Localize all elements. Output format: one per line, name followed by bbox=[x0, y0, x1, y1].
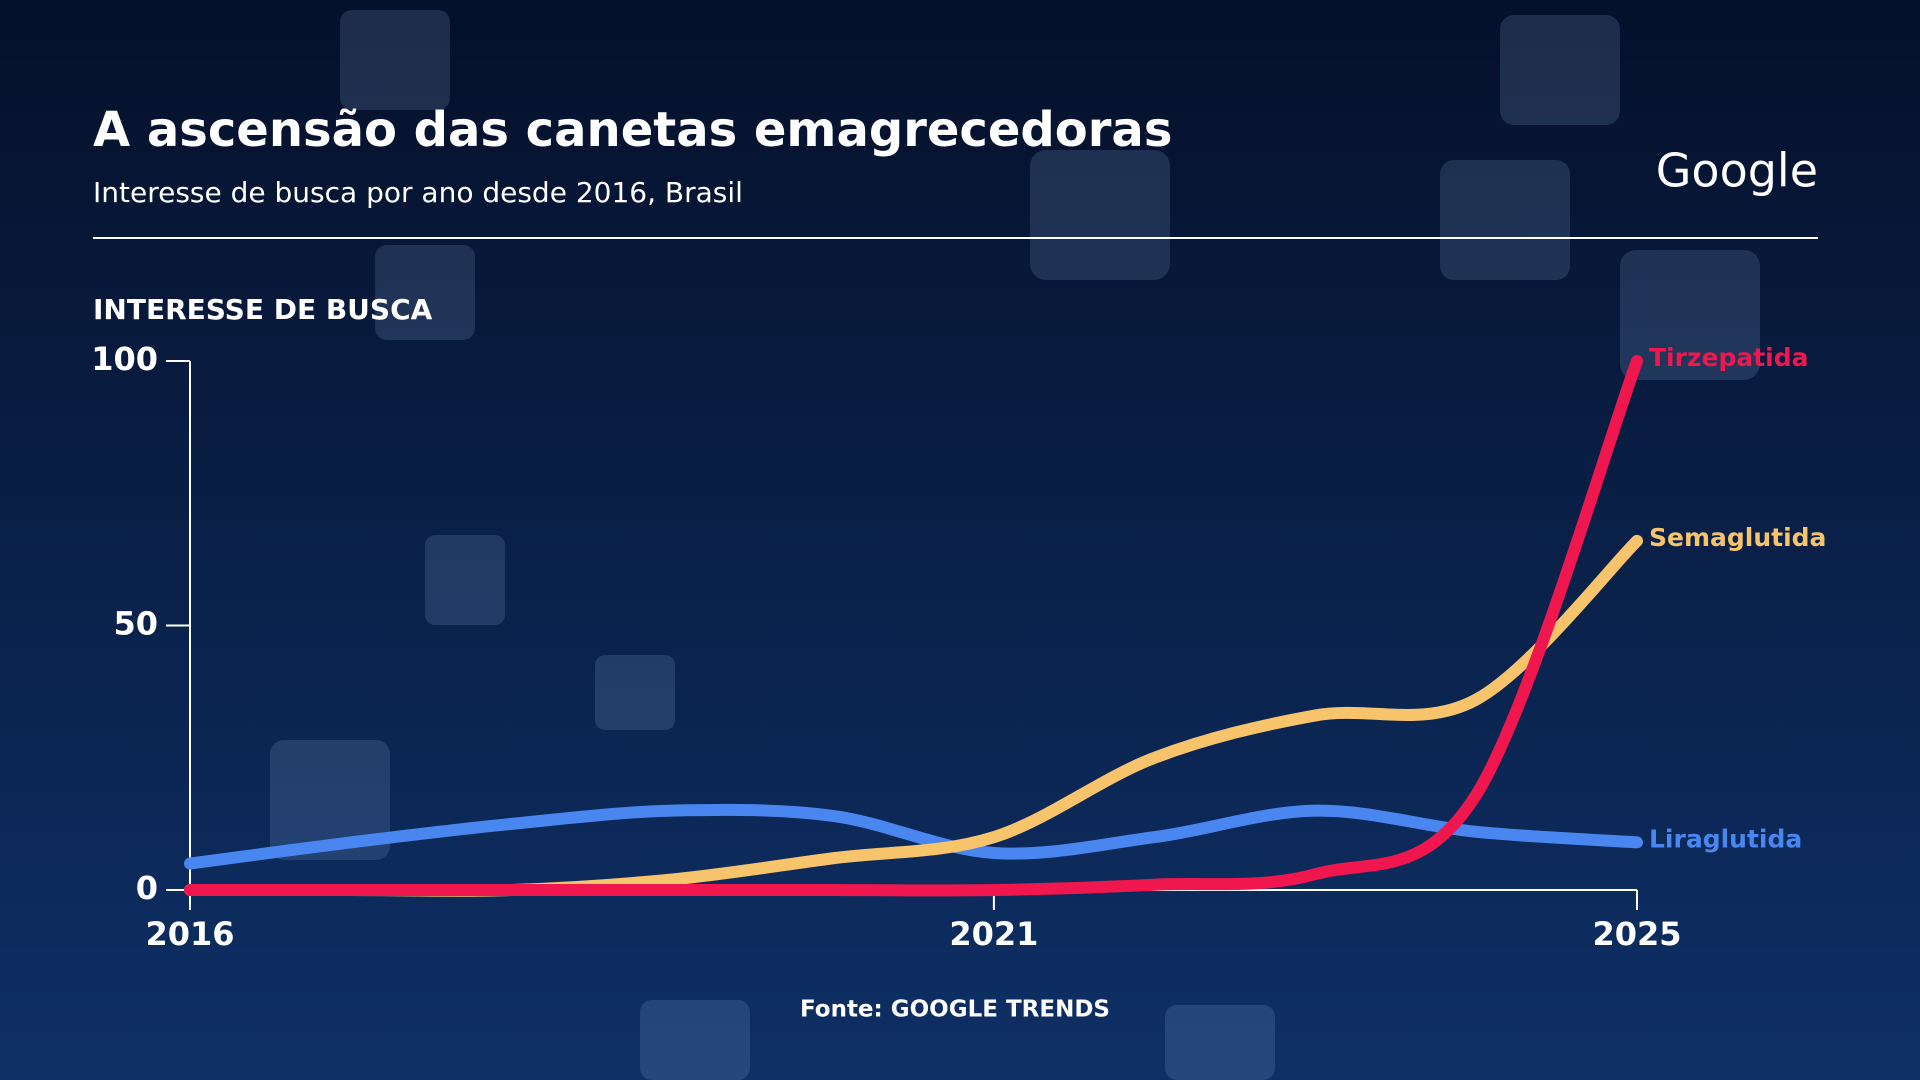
decorative-cubes bbox=[270, 10, 1760, 1080]
cube bbox=[1165, 1005, 1275, 1080]
cube bbox=[1440, 160, 1570, 280]
y-tick-label: 100 bbox=[91, 340, 158, 378]
y-axis-label: INTERESSE DE BUSCA bbox=[93, 293, 433, 326]
chart-subtitle: Interesse de busca por ano desde 2016, B… bbox=[93, 176, 743, 209]
y-tick-label: 50 bbox=[113, 605, 158, 643]
cube bbox=[1500, 15, 1620, 125]
cube bbox=[340, 10, 450, 110]
y-tick-label: 0 bbox=[136, 869, 158, 907]
x-tick-label: 2021 bbox=[949, 915, 1038, 953]
series-line bbox=[184, 355, 1643, 897]
x-tick-label: 2025 bbox=[1592, 915, 1681, 953]
cube bbox=[1030, 150, 1170, 280]
cube bbox=[425, 535, 505, 625]
source-note: Fonte: GOOGLE TRENDS bbox=[800, 997, 1110, 1023]
brand-logo: Google bbox=[1656, 144, 1818, 198]
series-label: Tirzepatida bbox=[1649, 343, 1809, 372]
cube bbox=[640, 1000, 750, 1080]
cube bbox=[1620, 250, 1760, 380]
cube bbox=[375, 245, 475, 340]
cube bbox=[595, 655, 675, 730]
chart-title: A ascensão das canetas emagrecedoras bbox=[93, 102, 1172, 158]
series-line bbox=[184, 803, 1643, 870]
x-tick-label: 2016 bbox=[145, 915, 234, 953]
series-label: Semaglutida bbox=[1649, 523, 1826, 552]
series-label: Liraglutida bbox=[1649, 824, 1802, 853]
cube bbox=[270, 740, 390, 860]
